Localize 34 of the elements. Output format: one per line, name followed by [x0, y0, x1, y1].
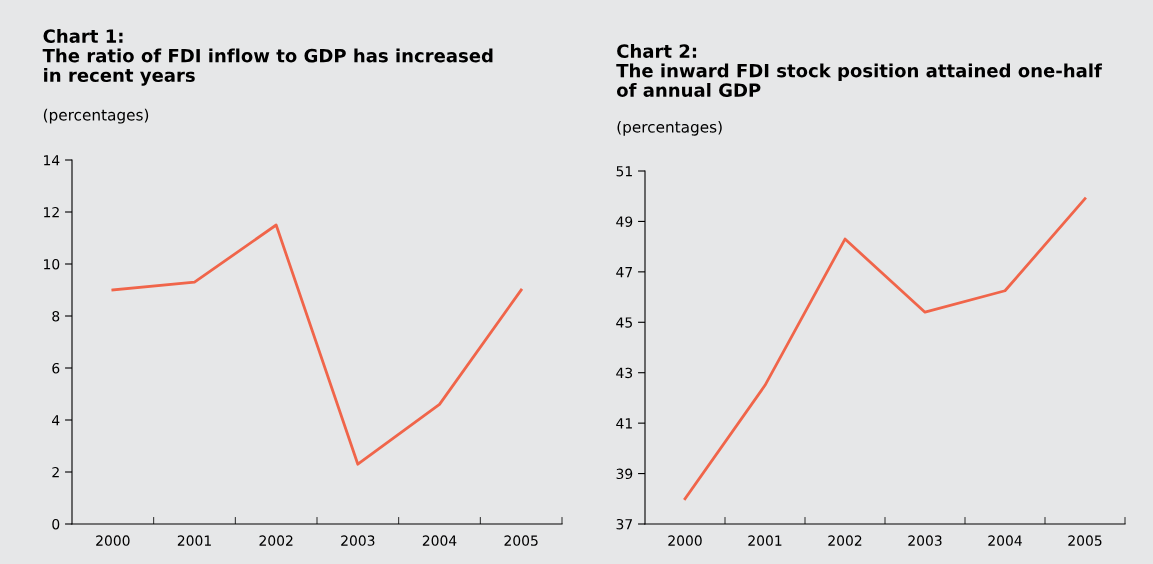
y-tick-label: 43 — [616, 367, 633, 379]
y-tick-label: 37 — [616, 518, 633, 530]
y-tick-label: 6 — [52, 362, 60, 374]
x-tick-label: 2005 — [1068, 535, 1102, 546]
y-axis-title: (percentages) — [43, 108, 149, 124]
y-tick-label: 4 — [52, 415, 60, 426]
y-tick-label: 39 — [616, 468, 633, 480]
y-tick-label: 49 — [616, 216, 633, 227]
x-tick-label: 2003 — [341, 535, 375, 546]
y-tick-label: 41 — [616, 418, 632, 429]
y-tick-label: 12 — [44, 206, 59, 218]
x-tick-label: 2005 — [504, 535, 538, 546]
x-tick-label: 2002 — [828, 535, 862, 546]
y-tick-label: 45 — [616, 317, 632, 328]
y-axis-title: (percentages) — [617, 120, 722, 136]
x-tick-label: 2000 — [668, 535, 702, 546]
y-tick-label: 2 — [52, 466, 59, 478]
line-series — [683, 197, 1087, 501]
x-tick-label: 2003 — [908, 535, 942, 546]
y-tick-label: 14 — [44, 155, 60, 166]
y-tick-label: 51 — [616, 166, 632, 177]
x-tick-label: 2004 — [988, 535, 1022, 546]
chart-title: Chart 1: The ratio of FDI inflow to GDP has increased in recent years — [42, 28, 493, 86]
chart-title: Chart 2: The inward FDI stock position attained one-half of annual GDP — [616, 43, 1103, 97]
line-series — [111, 223, 523, 466]
y-tick-label: 10 — [44, 258, 60, 270]
y-tick-label: 47 — [616, 267, 633, 278]
x-tick-label: 2002 — [259, 535, 293, 546]
y-tick-label: 0 — [52, 518, 60, 530]
x-tick-label: 2001 — [748, 535, 782, 546]
x-tick-label: 2001 — [177, 535, 211, 546]
x-tick-label: 2004 — [422, 535, 457, 546]
y-tick-label: 8 — [52, 310, 60, 322]
x-tick-label: 2000 — [96, 535, 130, 546]
